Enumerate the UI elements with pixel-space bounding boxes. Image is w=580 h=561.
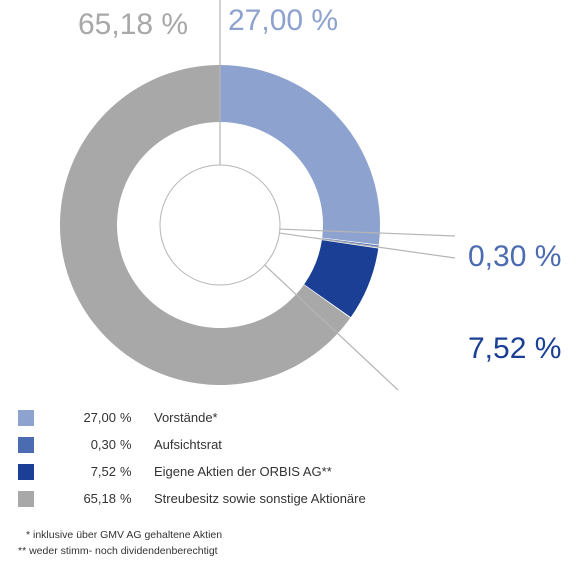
legend-unit: % bbox=[120, 491, 132, 506]
donut-slice-vorstaende bbox=[220, 65, 380, 245]
donut-inner-circle bbox=[159, 164, 281, 286]
callout-eigene-aktien: 7,52 % bbox=[468, 332, 562, 365]
donut-slice-eigene-aktien bbox=[304, 240, 379, 318]
legend-unit: % bbox=[120, 437, 132, 452]
callout-vorstaende: 27,00 % bbox=[228, 4, 339, 37]
legend-swatch bbox=[18, 463, 34, 480]
footnotes: * inklusive über GMV AG gehaltene Aktien… bbox=[18, 527, 222, 559]
footnote-1: * inklusive über GMV AG gehaltene Aktien bbox=[26, 529, 223, 541]
leader-line-aufsichtsrat-a bbox=[279, 228, 456, 237]
legend-item-streubesitz: 65,18 % Streubesitz sowie sonstige Aktio… bbox=[18, 485, 558, 512]
legend-value: 65,18 bbox=[83, 491, 116, 506]
legend-value: 27,00 bbox=[83, 410, 116, 425]
leader-line-eigene-aktien bbox=[264, 264, 399, 391]
callout-streubesitz: 65,18 % bbox=[78, 8, 189, 41]
legend-unit: % bbox=[120, 464, 132, 479]
legend-item-aufsichtsrat: 0,30 % Aufsichtsrat bbox=[18, 431, 558, 458]
legend-swatch bbox=[18, 409, 34, 426]
legend-item-vorstaende: 27,00 % Vorstände* bbox=[18, 404, 558, 431]
leader-line-aufsichtsrat-b bbox=[279, 232, 456, 259]
legend-unit: % bbox=[120, 410, 132, 425]
donut-slice-streubesitz bbox=[59, 65, 351, 385]
legend-label: Streubesitz sowie sonstige Aktionäre bbox=[154, 491, 366, 506]
legend-swatch bbox=[18, 490, 34, 507]
legend: 27,00 % Vorstände* 0,30 % Aufsichtsrat 7… bbox=[18, 404, 558, 512]
legend-item-eigene-aktien: 7,52 % Eigene Aktien der ORBIS AG** bbox=[18, 458, 558, 485]
legend-label: Aufsichtsrat bbox=[154, 437, 222, 452]
legend-label: Vorstände* bbox=[154, 410, 218, 425]
donut-chart bbox=[59, 0, 456, 391]
legend-value: 0,30 bbox=[90, 437, 116, 452]
legend-value: 7,52 bbox=[90, 464, 116, 479]
legend-swatch bbox=[18, 436, 34, 453]
legend-label: Eigene Aktien der ORBIS AG** bbox=[154, 464, 332, 479]
callout-aufsichtsrat: 0,30 % bbox=[468, 240, 562, 273]
footnote-2: ** weder stimm- noch dividendenberechtig… bbox=[18, 545, 218, 557]
